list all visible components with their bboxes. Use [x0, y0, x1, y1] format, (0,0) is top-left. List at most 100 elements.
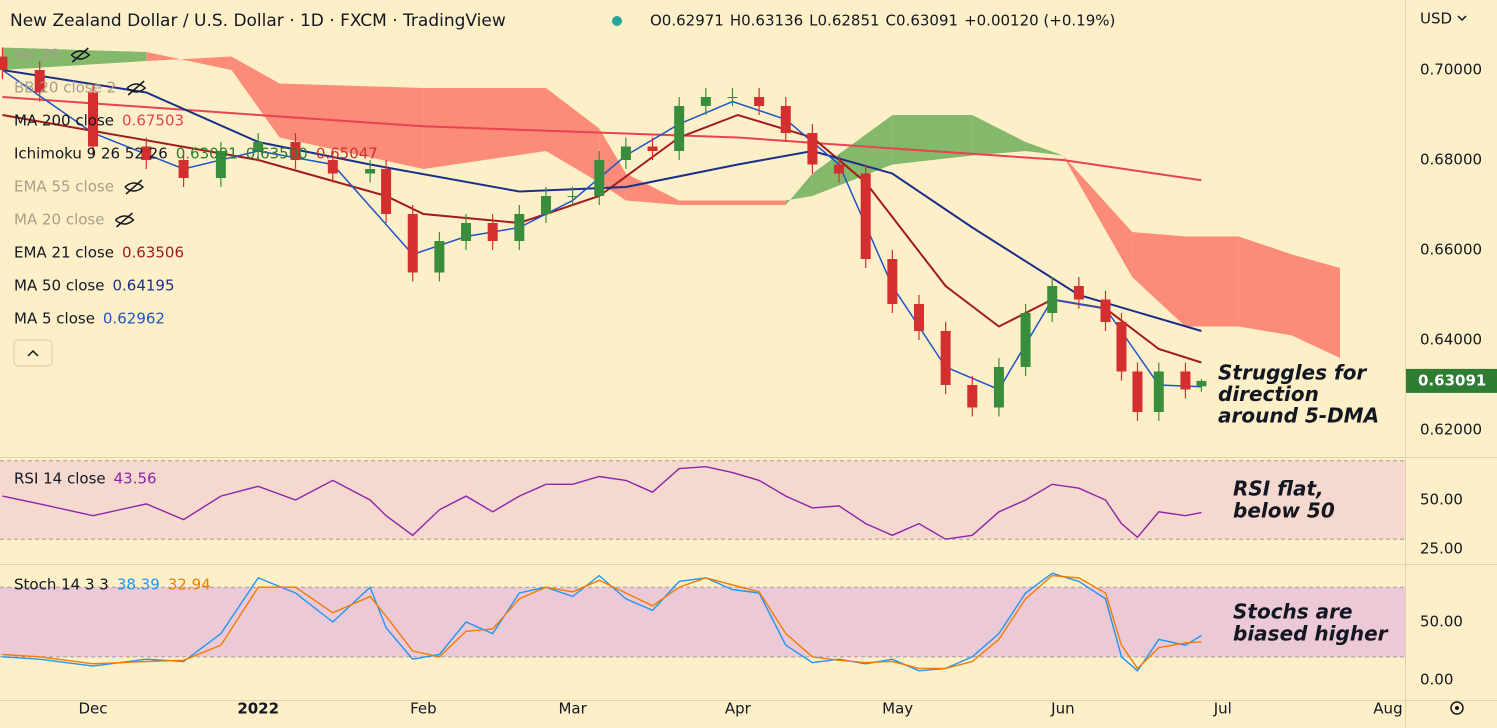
legend-value: 0.63091 — [176, 145, 238, 163]
y-tick-label: 25.00 — [1420, 540, 1463, 558]
indicator-band — [0, 587, 1405, 657]
settings-icon[interactable] — [1450, 701, 1464, 715]
candle-body — [993, 366, 1004, 408]
legend-value: 0.67503 — [122, 112, 184, 130]
candle-body — [567, 196, 578, 198]
legend-value: 0.65047 — [316, 145, 378, 163]
ohlc-value: L0.62851 — [809, 12, 879, 30]
candle-body — [0, 56, 8, 71]
gear-hub — [1455, 706, 1459, 710]
candle-body — [215, 151, 226, 179]
ichimoku-cloud — [679, 200, 786, 206]
candle-body — [834, 164, 845, 174]
collapse-icon — [27, 349, 39, 357]
y-tick-label: 0.62000 — [1420, 420, 1482, 438]
currency-label[interactable]: USD — [1420, 10, 1452, 28]
y-tick-label: 0.66000 — [1420, 240, 1482, 258]
candle-body — [87, 92, 98, 147]
candle-body — [461, 223, 472, 241]
y-tick-label: 0.64000 — [1420, 330, 1482, 348]
candle-body — [407, 214, 418, 273]
candle-body — [620, 146, 631, 161]
candle-body — [253, 142, 264, 152]
candle-body — [913, 303, 924, 331]
candle-body — [700, 97, 711, 107]
legend-hidden-name: Vol 20 — [14, 46, 60, 64]
eye-off-icon — [114, 212, 135, 228]
legend-hidden-name: EMA 55 close — [14, 178, 114, 196]
ichimoku-cloud — [2, 47, 147, 71]
candle-body — [860, 173, 871, 259]
candle-body — [434, 240, 445, 273]
candle-body — [780, 106, 791, 134]
indicator-value: 43.56 — [114, 470, 157, 488]
annotation: direction — [1218, 382, 1319, 406]
legend-name: MA 50 close — [14, 277, 104, 295]
candle-body — [290, 142, 301, 161]
ichimoku-cloud — [1132, 231, 1186, 327]
annotation: below 50 — [1233, 499, 1335, 523]
indicator-title: RSI 14 close — [14, 470, 106, 488]
indicator-line — [2, 96, 1202, 182]
ichimoku-cloud — [545, 88, 600, 183]
candle-body — [487, 223, 498, 241]
candle-body — [178, 160, 189, 179]
legend-value: 0.64195 — [112, 277, 174, 295]
x-tick-label: Dec — [78, 700, 107, 718]
legend-value: 0.63500 — [246, 145, 308, 163]
candle-body — [647, 146, 658, 152]
x-tick-label: Mar — [558, 700, 587, 718]
ohlc-value: +0.00120 (+0.19%) — [964, 12, 1115, 30]
candle-body — [1180, 371, 1191, 390]
legend-value: 0.63506 — [122, 244, 184, 262]
candle-body — [1073, 285, 1084, 300]
ichimoku-cloud — [1238, 236, 1293, 336]
y-tick-label: 0.68000 — [1420, 151, 1482, 169]
ichimoku-cloud — [146, 52, 232, 71]
x-tick-label: Feb — [410, 700, 437, 718]
legend-name: MA 5 close — [14, 310, 95, 328]
status-dot — [612, 16, 622, 26]
x-tick-label: Jul — [1213, 700, 1232, 718]
indicator-line — [2, 572, 1202, 672]
candle-body — [807, 133, 818, 165]
ichimoku-cloud — [1292, 254, 1340, 358]
ichimoku-cloud — [1062, 155, 1133, 277]
annotation: around 5-DMA — [1218, 404, 1379, 428]
candle-body — [514, 214, 525, 241]
candle-body — [1196, 380, 1207, 387]
x-tick-label: 2022 — [237, 700, 279, 718]
y-tick-label: 0.70000 — [1420, 61, 1482, 79]
collapse-button[interactable] — [13, 339, 53, 367]
candle-body — [674, 106, 685, 152]
indicator-value: 32.94 — [168, 576, 211, 594]
ichimoku-cloud — [231, 56, 280, 138]
candle-body — [327, 160, 338, 174]
candle-body — [1100, 299, 1111, 322]
x-tick-label: Apr — [725, 700, 752, 718]
candle-body — [1047, 285, 1058, 313]
x-tick-label: Jun — [1050, 700, 1074, 718]
price-badge — [1406, 368, 1497, 393]
legend-name: Ichimoku 9 26 52 26 — [14, 145, 168, 163]
candle-body — [1116, 321, 1127, 372]
indicator-title: Stoch 14 3 3 — [14, 576, 109, 594]
annotation: Struggles for — [1218, 361, 1367, 385]
candle-body — [754, 97, 765, 107]
header-title: New Zealand Dollar / U.S. Dollar · 1D · … — [10, 11, 506, 31]
currency-chevron — [1457, 15, 1467, 22]
eye-off-icon — [124, 179, 145, 195]
candle-body — [34, 70, 45, 93]
candle-body — [381, 169, 392, 215]
texts: New Zealand Dollar / U.S. Dollar · 1D · … — [10, 11, 1486, 718]
indicator-value: 38.39 — [117, 576, 160, 594]
y-tick-label: 0.00 — [1420, 671, 1453, 689]
candle-body — [940, 330, 951, 385]
candle-body — [727, 97, 738, 99]
candle-body — [1020, 312, 1031, 367]
indicator-band — [0, 460, 1405, 540]
ichimoku-cloud — [279, 83, 424, 170]
indicator-line — [2, 465, 1202, 540]
y-tick-label: 50.00 — [1420, 491, 1463, 509]
